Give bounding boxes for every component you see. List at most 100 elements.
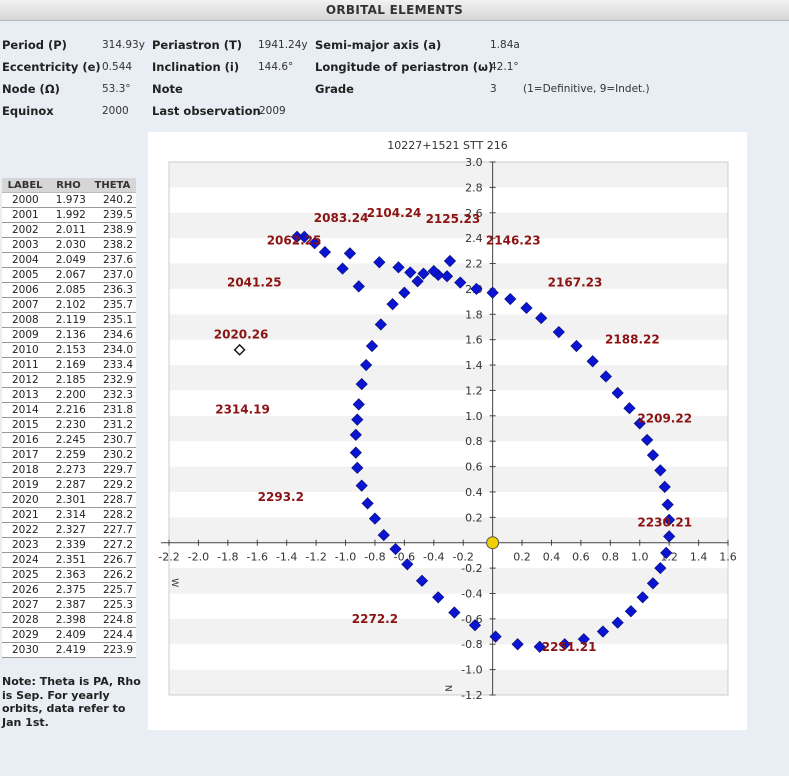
rho-cell: 2.153 — [48, 342, 89, 358]
orbit-point — [361, 497, 374, 510]
orbit-point — [636, 591, 649, 604]
orbit-point — [411, 275, 424, 288]
table-row: 2012 2.185 232.9 — [2, 372, 136, 388]
theta-cell: 229.2 — [88, 477, 136, 493]
rho-cell: 2.409 — [48, 627, 89, 643]
theta-cell: 234.0 — [88, 342, 136, 358]
orbit-point — [355, 479, 368, 492]
last-observation-value: 2009 — [259, 105, 286, 117]
grade-label: Grade — [315, 82, 354, 96]
rho-cell: 2.301 — [48, 492, 89, 508]
label-cell: 2005 — [2, 267, 49, 283]
theta-cell: 238.2 — [88, 237, 136, 253]
periastron-longitude-label: Longitude of periastron (ω) — [315, 60, 494, 74]
label-cell: 2012 — [2, 372, 49, 388]
rho-cell: 2.230 — [48, 417, 89, 433]
epoch-label: 2041.25 — [227, 276, 282, 290]
y-tick-label: -1.2 — [461, 689, 482, 702]
label-cell: 2026 — [2, 582, 49, 598]
label-cell: 2017 — [2, 447, 49, 463]
orbit-point — [318, 246, 332, 259]
grid-band — [169, 390, 728, 416]
orbit-point — [398, 286, 411, 299]
grid-band — [169, 288, 728, 315]
x-tick-label: -0.2 — [452, 551, 473, 564]
table-row: 2028 2.398 224.8 — [2, 612, 136, 628]
x-tick-label: -1.8 — [217, 551, 238, 564]
orbit-point — [486, 286, 499, 299]
x-tick-label: 1.4 — [690, 551, 708, 564]
label-cell: 2021 — [2, 507, 49, 523]
label-cell: 2007 — [2, 297, 49, 313]
periastron-value: 1941.24y — [258, 39, 308, 51]
grid-band — [169, 644, 728, 670]
epoch-label: 2293.2 — [258, 490, 304, 504]
epoch-label: 2020.26 — [214, 328, 269, 342]
orbit-point — [558, 638, 571, 651]
x-tick-label: -0.8 — [364, 551, 385, 564]
orbit-point — [417, 267, 430, 280]
label-cell: 2024 — [2, 552, 49, 568]
orbit-point — [386, 298, 399, 311]
x-tick-label: 1.0 — [631, 551, 649, 564]
orbit-point — [661, 498, 674, 511]
theta-cell: 237.6 — [88, 252, 136, 268]
y-tick-label: 2.6 — [465, 207, 483, 220]
observation-point — [233, 343, 246, 356]
orbit-point — [427, 265, 440, 278]
orbit-point — [533, 640, 546, 653]
orbit-point — [351, 461, 364, 474]
eccentricity-label: Eccentricity (e) — [2, 60, 101, 74]
orbit-point — [489, 630, 502, 643]
table-row: 2009 2.136 234.6 — [2, 327, 136, 343]
theta-cell: 234.6 — [88, 327, 136, 343]
y-tick-label: 1.6 — [465, 334, 483, 347]
column-header: THETA — [88, 178, 136, 193]
orbit-point — [349, 428, 362, 441]
table-row: 2006 2.085 236.3 — [2, 282, 136, 298]
north-marker: N — [443, 685, 453, 692]
orbit-point — [646, 449, 660, 462]
label-cell: 2000 — [2, 192, 49, 208]
rho-cell: 2.314 — [48, 507, 89, 523]
epoch-label: 2314.19 — [215, 402, 270, 416]
period-label: Period (P) — [2, 38, 67, 52]
orbit-point — [290, 230, 304, 243]
orbit-point — [658, 480, 671, 493]
theta-cell: 226.7 — [88, 552, 136, 568]
rho-cell: 2.216 — [48, 402, 89, 418]
orbit-point — [520, 301, 533, 315]
grid-band — [169, 187, 728, 213]
theta-cell: 231.2 — [88, 417, 136, 433]
orbit-point — [352, 398, 365, 411]
y-tick-label: -0.2 — [461, 562, 482, 575]
theta-cell: 225.7 — [88, 582, 136, 598]
chart-title: 10227+1521 STT 216 — [387, 139, 508, 152]
table-row: 2020 2.301 228.7 — [2, 492, 136, 508]
y-tick-label: 1.2 — [465, 384, 483, 397]
x-tick-label: -1.4 — [276, 551, 297, 564]
label-cell: 2001 — [2, 207, 49, 223]
epoch-label: 2272.2 — [352, 612, 398, 626]
panel-header: ORBITAL ELEMENTS — [0, 0, 789, 21]
rho-cell: 2.339 — [48, 537, 89, 553]
label-cell: 2008 — [2, 312, 49, 328]
table-row: 2004 2.049 237.6 — [2, 252, 136, 268]
rho-cell: 2.327 — [48, 522, 89, 538]
rho-cell: 2.119 — [48, 312, 89, 328]
rho-cell: 1.992 — [48, 207, 89, 223]
label-cell: 2013 — [2, 387, 49, 403]
rho-cell: 2.200 — [48, 387, 89, 403]
orbit-point — [654, 562, 667, 575]
epoch-label: 2209.22 — [637, 411, 692, 425]
last-observation-label: Last observation — [152, 104, 261, 118]
label-cell: 2014 — [2, 402, 49, 418]
rho-cell: 2.259 — [48, 447, 89, 463]
table-row: 2017 2.259 230.2 — [2, 447, 136, 463]
orbit-point — [654, 464, 667, 477]
orbit-point — [454, 276, 467, 289]
label-cell: 2030 — [2, 642, 49, 658]
orbit-point — [343, 247, 357, 260]
epoch-label: 2125.23 — [426, 212, 481, 226]
